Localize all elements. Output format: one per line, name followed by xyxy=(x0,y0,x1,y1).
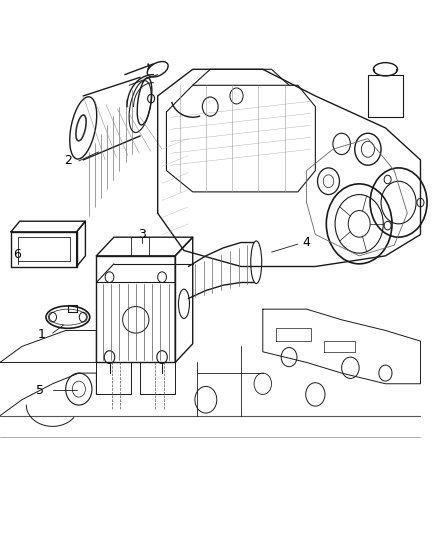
Text: 5: 5 xyxy=(36,384,44,397)
Text: 2: 2 xyxy=(64,155,72,167)
Text: 1: 1 xyxy=(38,328,46,341)
Text: 3: 3 xyxy=(138,228,146,241)
Text: 4: 4 xyxy=(303,236,311,249)
Text: 6: 6 xyxy=(14,248,21,261)
